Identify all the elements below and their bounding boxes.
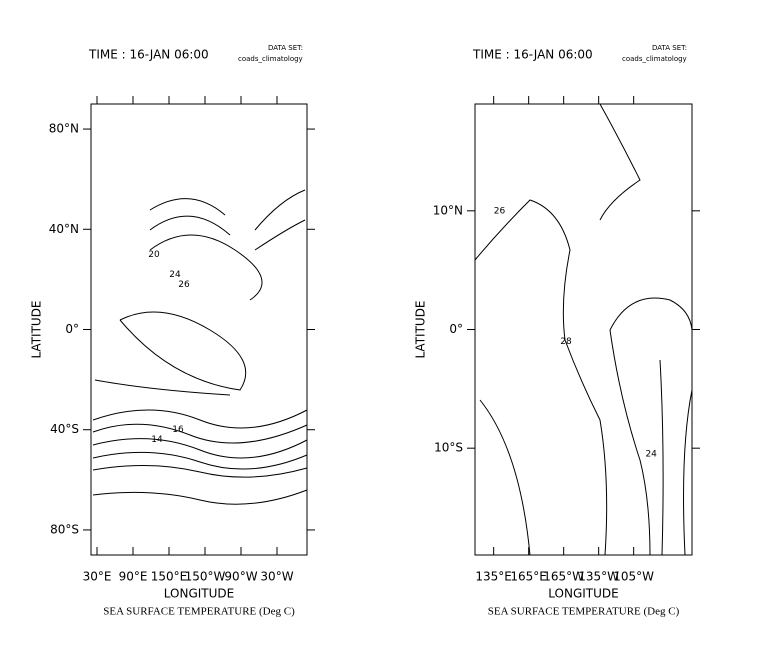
contour-line: [659, 359, 664, 556]
x-tick-label: 90°E: [119, 570, 148, 584]
x-axis-label: LONGITUDE: [164, 587, 234, 601]
contour-line: [474, 199, 608, 556]
x-tick-label: 135°E: [475, 570, 512, 584]
x-tick-label: 30°W: [260, 570, 293, 584]
contour-lines-left: [92, 189, 308, 505]
contour-line: [683, 389, 693, 556]
dataset-name: coads_climatology: [622, 55, 687, 63]
y-tick-label: 0°: [65, 322, 79, 336]
contour-line: [479, 399, 531, 556]
x-tick-label: 90°W: [224, 570, 257, 584]
x-tick-label: 165°W: [543, 570, 584, 584]
contour-line: [149, 215, 231, 236]
x-tick-label: 150°W: [185, 570, 226, 584]
x-tick-label: 150°E: [151, 570, 188, 584]
contour-line: [92, 451, 308, 470]
caption: SEA SURFACE TEMPERATURE (Deg C): [103, 606, 295, 618]
contour-line: [119, 311, 247, 391]
contour-line: [92, 409, 308, 429]
x-tick-label: 30°E: [83, 570, 112, 584]
contour-line: [94, 379, 231, 396]
contour-label: 24: [169, 270, 181, 280]
contour-lines-right: [474, 103, 693, 556]
y-tick-label: 40°N: [49, 222, 79, 236]
contour-line: [92, 464, 308, 478]
contour-label: 24: [645, 450, 657, 460]
y-tick-label: 40°S: [50, 422, 79, 436]
y-tick-label: 80°N: [49, 122, 79, 136]
contour-label: 16: [172, 425, 184, 435]
y-axis-label: LATITUDE: [30, 300, 44, 358]
x-axis-label: LONGITUDE: [548, 587, 618, 601]
contour-line: [92, 438, 308, 459]
caption: SEA SURFACE TEMPERATURE (Deg C): [488, 606, 680, 618]
x-tick-label: 135°W: [578, 570, 619, 584]
y-tick-label: 10°N: [433, 203, 463, 217]
contour-line: [92, 489, 308, 505]
contour-line: [92, 423, 308, 444]
y-tick-label: 10°S: [434, 441, 463, 455]
x-tick-label: 165°E: [510, 570, 547, 584]
contour-line: [149, 234, 263, 301]
chart-title: TIME : 16-JAN 06:00: [472, 48, 593, 62]
contour-line: [254, 189, 306, 231]
dataset-label: DATA SET:: [268, 44, 303, 52]
contour-label: 28: [560, 337, 572, 347]
y-tick-label: 80°S: [50, 522, 79, 536]
contour-label: 26: [494, 206, 506, 216]
contour-line: [609, 329, 651, 556]
x-tick-label: 105°W: [613, 570, 654, 584]
dataset-name: coads_climatology: [238, 55, 303, 63]
dataset-label: DATA SET:: [652, 44, 687, 52]
chart-title: TIME : 16-JAN 06:00: [88, 48, 209, 62]
contour-line: [254, 219, 306, 251]
contour-label: 20: [148, 250, 160, 260]
contour-line: [149, 198, 226, 216]
contour-label: 14: [151, 435, 163, 445]
plot-frame: [90, 103, 308, 556]
y-axis-label: LATITUDE: [414, 300, 428, 358]
contour-label: 26: [178, 280, 190, 290]
contour-line: [599, 103, 641, 221]
plot-frame: [474, 103, 693, 556]
y-tick-label: 0°: [449, 322, 463, 336]
contour-line: [609, 297, 693, 331]
